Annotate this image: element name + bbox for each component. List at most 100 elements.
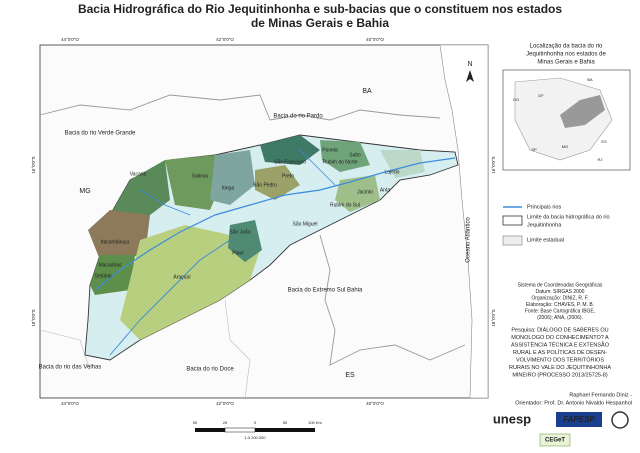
credit-text: Elaboração: CHAVES, P. M. B. bbox=[526, 302, 594, 308]
north-label: N bbox=[467, 61, 472, 68]
scale-bar bbox=[224, 427, 256, 433]
subbasin-label: Anta bbox=[380, 187, 391, 193]
subbasin-label: Rubim do Norte bbox=[322, 159, 357, 165]
logo-fapesp-box bbox=[556, 412, 602, 427]
state-boundary bbox=[39, 94, 441, 121]
credit-text: Fonte: Base Cartográfica IBGE, bbox=[525, 308, 595, 314]
title: Bacia Hidrográfica do Rio Jequitinhonha … bbox=[78, 2, 562, 16]
graticule-label: 18°0'0"S bbox=[31, 309, 36, 326]
legend-label: Limite da bacia hidrográfica do rio bbox=[527, 214, 610, 220]
scale-tick-label: 100 Km bbox=[308, 420, 322, 425]
graticule-label: 44°0'0"O bbox=[61, 37, 79, 42]
research-text: RURAIS NO VALE DO JEQUITINHONHA bbox=[509, 365, 611, 371]
subbasin-label: Salinas bbox=[192, 173, 209, 179]
logo-fapesp: FAPESP bbox=[563, 415, 595, 424]
inset-label: GO bbox=[513, 97, 519, 102]
state-boundary bbox=[319, 234, 466, 366]
legend-label: Jequitinhonha bbox=[527, 222, 562, 228]
north-arrow bbox=[466, 70, 474, 82]
graticule-label: 40°0'0"O bbox=[366, 401, 384, 406]
basin-boundary bbox=[39, 329, 91, 371]
basin-boundary bbox=[224, 299, 251, 399]
region-label: Oceano Atlântico bbox=[466, 217, 472, 263]
subbasin-label: Itacambiruçu bbox=[101, 239, 130, 245]
inset-title: Minas Gerais e Bahia bbox=[537, 60, 595, 66]
graticule-label: 44°0'0"O bbox=[61, 401, 79, 406]
subbasin bbox=[110, 160, 170, 215]
subbasin-label: Setúbal bbox=[95, 273, 112, 279]
research-text: RURAL E AS POLÍTICAS DE DESEN- bbox=[513, 349, 607, 356]
graticule-label: 40°0'0"O bbox=[366, 37, 384, 42]
subbasin-label: Panela bbox=[322, 147, 338, 153]
subbasin-label: Jacinto bbox=[357, 189, 373, 195]
inset-basin bbox=[560, 95, 605, 128]
legend-basin bbox=[502, 215, 523, 226]
river bbox=[299, 149, 336, 186]
subbasin-label: Macaúbas bbox=[98, 262, 122, 268]
subbasin bbox=[210, 150, 255, 205]
research-text: MINEIRO (PROCESSO 2013/25725-8) bbox=[512, 372, 608, 378]
subbasin-label: São Miguel bbox=[292, 221, 317, 227]
subbasin bbox=[228, 220, 262, 262]
subbasin-label: Piauí bbox=[232, 250, 244, 256]
logo-ceget: CEGeT bbox=[545, 438, 565, 444]
scale-tick-label: 25 bbox=[223, 420, 228, 425]
graticule-label: 42°0'0"O bbox=[216, 401, 234, 406]
region-label: BA bbox=[362, 88, 372, 95]
graticule-label: 16°0'0"S bbox=[31, 156, 36, 173]
scale-tick-label: 0 bbox=[254, 420, 257, 425]
river bbox=[139, 189, 191, 216]
subbasin-label: Preto bbox=[282, 173, 294, 179]
subbasin-label: Lajedo bbox=[384, 169, 399, 175]
research-text: ASSISTÊNCIA TÉCNICA E EXTENSÃO bbox=[511, 340, 610, 348]
scale-tick-label: 50 bbox=[193, 420, 198, 425]
scale-bar bbox=[255, 428, 315, 432]
subbasin-label: Itinga bbox=[222, 185, 234, 191]
credit-text: Organização: DINIZ, R. F. bbox=[531, 295, 588, 301]
legend-label: Limite estadual bbox=[527, 237, 564, 243]
inset-label: ES bbox=[601, 139, 607, 144]
river bbox=[109, 239, 231, 356]
credit-text: (2006); ANA, (2006). bbox=[537, 315, 583, 321]
subbasin bbox=[335, 175, 380, 212]
author-text: Raphael Fernando Diniz - bbox=[569, 392, 632, 398]
research-text: VOLVIMENTO DOS TERRITÓRIOS bbox=[516, 356, 604, 363]
subbasin-label: São Pedro bbox=[253, 182, 277, 188]
subbasin bbox=[165, 155, 225, 210]
inset-label: SP bbox=[531, 147, 537, 152]
graticule-label: 16°0'0"S bbox=[491, 156, 496, 173]
subbasin bbox=[88, 210, 150, 260]
inset-label: MG bbox=[562, 144, 568, 149]
graticule-label: 18°0'0"S bbox=[491, 309, 496, 326]
region-label: MG bbox=[79, 188, 90, 195]
logo-emblem bbox=[611, 411, 629, 429]
title: de Minas Gerais e Bahia bbox=[251, 16, 389, 30]
ocean bbox=[439, 44, 489, 399]
research-text: Pesquisa: DIÁLOGO DE SABERES OU bbox=[511, 326, 608, 333]
inset-label: DF bbox=[538, 93, 544, 98]
subbasin bbox=[260, 135, 320, 165]
region-label: Bacia do rio Doce bbox=[186, 367, 234, 373]
subbasin-label: Araçuaí bbox=[173, 274, 191, 280]
region-label: ES bbox=[345, 372, 355, 379]
region-label: Bacia do rio das Velhas bbox=[39, 365, 102, 371]
region-label: Bacia do rio Verde Grande bbox=[65, 131, 136, 137]
region-label: Bacia do Extremo Sul Bahia bbox=[288, 288, 363, 294]
logo-ceget-box bbox=[539, 433, 571, 447]
legend-state bbox=[502, 235, 523, 246]
legend-label: Principais rios bbox=[527, 204, 561, 210]
river bbox=[94, 157, 456, 291]
scale-tick-label: 50 bbox=[283, 420, 288, 425]
subbasin bbox=[255, 165, 300, 200]
inset-title: Localização da bacia do rio bbox=[530, 44, 603, 50]
subbasin-label: São Francisco bbox=[274, 159, 306, 165]
credit-text: Sistema de Coordenadas Geográficas bbox=[518, 282, 603, 288]
author-text: Orientador: Prof. Dr. Antonio Nivaldo He… bbox=[515, 400, 632, 406]
graticule-label: 42°0'0"O bbox=[216, 37, 234, 42]
inset-title: Jequitinhonha nos estados de bbox=[526, 52, 606, 58]
scale-ratio: 1:3.200.000 bbox=[244, 435, 266, 440]
region-label: Bacia do rio Pardo bbox=[273, 114, 323, 120]
subbasin-label: Vacaria bbox=[130, 171, 147, 177]
logo-unesp: unesp bbox=[493, 411, 531, 426]
